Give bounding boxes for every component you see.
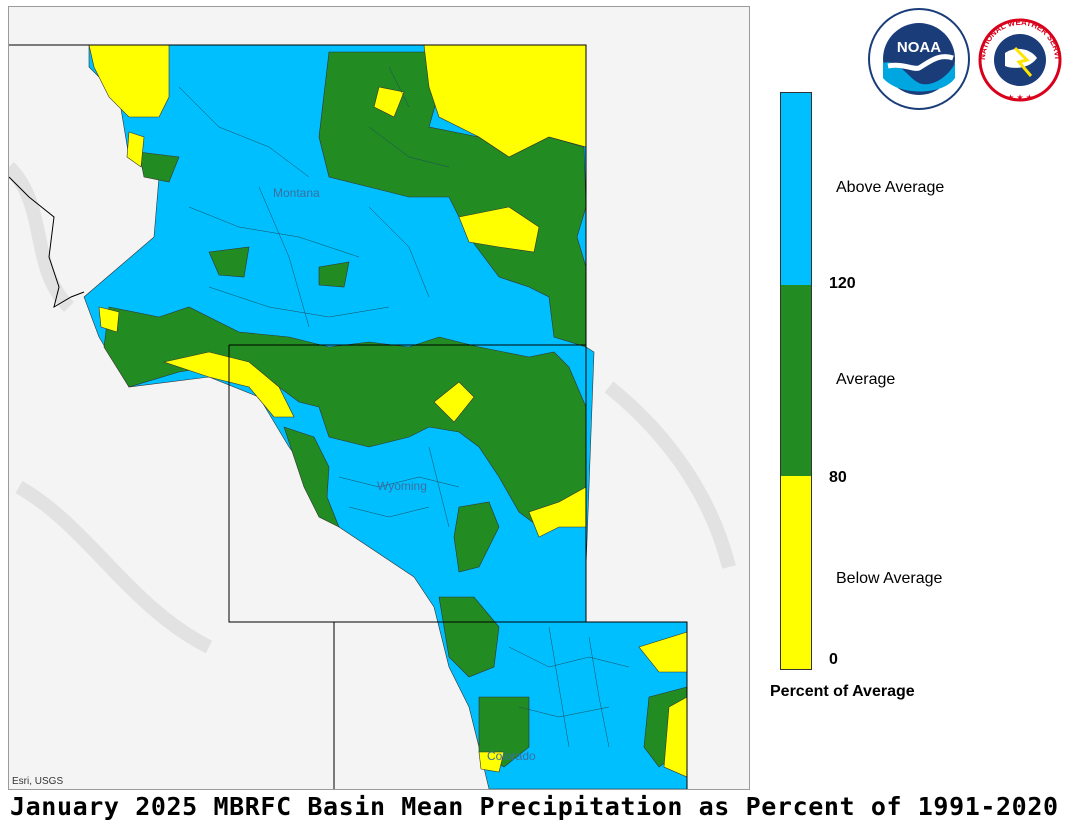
noaa-seal-icon: NOAA	[868, 8, 970, 110]
sub-basin-lines	[178, 66, 630, 748]
map-attribution: Esri, USGS	[12, 776, 64, 787]
state-label-montana: Montana	[273, 186, 320, 200]
basins-average-small-3	[138, 151, 180, 183]
svg-text:★ ★ ★: ★ ★ ★	[1007, 93, 1033, 102]
basins-below-average-bighorn	[433, 381, 475, 423]
basins-below-average-nw	[88, 44, 170, 118]
basins-average-small-2	[318, 261, 350, 288]
basins-average-wind-river	[283, 426, 340, 528]
legend-label-above-average: Above Average	[836, 179, 945, 196]
basins-average-small-1	[208, 246, 250, 278]
basins-below-average-small-2	[126, 131, 145, 168]
idaho-border	[9, 176, 85, 309]
legend-label-average: Average	[836, 371, 896, 388]
basins-below-average-w1	[98, 306, 120, 333]
legend-title: Percent of Average	[770, 683, 915, 700]
nws-seal-icon: NATIONAL WEATHER SERVICE ★ ★ ★	[972, 1, 1062, 102]
basins-below-average-yellowstone	[458, 206, 540, 253]
basins-average-colorado-north	[438, 596, 500, 678]
basins-below-average-sw	[162, 351, 295, 418]
map-title: January 2025 MBRFC Basin Mean Precipitat…	[10, 792, 1059, 821]
map-panel[interactable]: Montana Wyoming Colorado Esri, USGS	[8, 6, 750, 790]
legend-swatch-average	[781, 285, 811, 476]
basins-below-average-small-3	[478, 751, 505, 773]
basin-map	[9, 7, 749, 789]
legend-swatch-above-average	[781, 93, 811, 285]
legend-label-below-average: Below Average	[836, 570, 943, 587]
svg-text:NOAA: NOAA	[897, 39, 941, 56]
noaa-logo: NOAA	[868, 8, 970, 110]
basins-below-average-small	[373, 86, 405, 118]
basins-average-south	[478, 696, 530, 768]
legend-color-bar	[780, 92, 812, 670]
terrain-shading	[9, 162, 736, 654]
legend-break-0: 0	[829, 651, 838, 668]
state-boundaries	[9, 44, 688, 789]
legend-break-80: 80	[829, 469, 847, 486]
basins-average-platte	[453, 501, 500, 573]
legend-break-120: 120	[829, 275, 856, 292]
legend-swatch-below-average	[781, 476, 811, 669]
state-label-wyoming: Wyoming	[377, 479, 427, 493]
state-label-colorado: Colorado	[487, 749, 536, 763]
nws-logo: NATIONAL WEATHER SERVICE ★ ★ ★	[972, 1, 1065, 108]
